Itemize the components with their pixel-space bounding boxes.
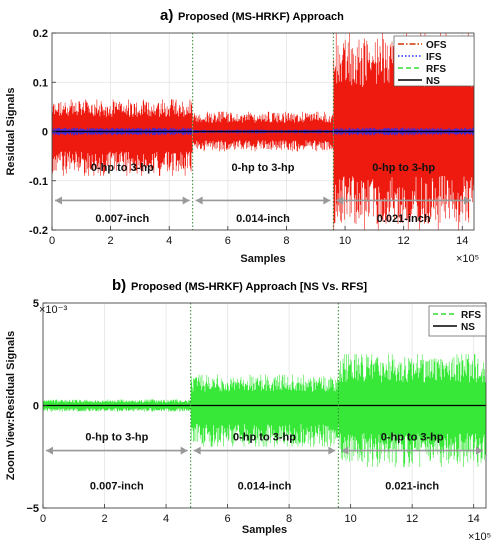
- segment-annotation-b-0: 0-hp to 3-hp 0.007-inch: [46, 431, 188, 493]
- x-tick-label-a-1: 2: [108, 235, 114, 247]
- load-range-label: 0-hp to 3-hp: [233, 431, 296, 443]
- segment-annotation-b-1: 0-hp to 3-hp 0.014-inch: [193, 431, 336, 493]
- load-range-label: 0-hp to 3-hp: [381, 431, 444, 443]
- panel-a-chart: a) Proposed (MS-HRKF) Approach 0-hp to 3…: [5, 7, 479, 265]
- fault-size-label: 0.021-inch: [385, 481, 439, 493]
- arrow-left-icon: [55, 196, 62, 205]
- x-tick-label-b-2: 4: [163, 513, 169, 525]
- x-axis-label-a: Samples: [240, 253, 285, 265]
- load-range-label: 0-hp to 3-hp: [91, 162, 154, 174]
- panel-b-chart: b) Proposed (MS-HRKF) Approach [NS Vs. R…: [5, 277, 491, 543]
- y-tick-label-b-2: 5: [33, 298, 39, 310]
- arrow-right-icon: [182, 196, 190, 205]
- x-tick-label-a-4: 8: [283, 235, 289, 247]
- arrow-left-icon: [195, 196, 203, 205]
- panel-a-letter: a): [160, 7, 173, 24]
- arrow-right-icon: [328, 446, 336, 455]
- x-exponent-b: ×10⁵: [468, 531, 491, 543]
- arrow-left-icon: [341, 446, 349, 455]
- fault-size-label: 0.007-inch: [95, 213, 149, 225]
- legend-entry-label: NS: [461, 322, 475, 333]
- fault-size-label: 0.014-inch: [236, 213, 290, 225]
- x-tick-label-b-7: 14: [468, 513, 480, 525]
- legend-entry-label: RFS: [461, 310, 481, 321]
- segment-annotation-b-2: 0-hp to 3-hp 0.021-inch: [341, 431, 483, 493]
- x-tick-label-a-2: 4: [166, 235, 172, 247]
- segment-annotation-a-1: 0-hp to 3-hp 0.014-inch: [195, 162, 331, 225]
- panel-a-title: Proposed (MS-HRKF) Approach: [178, 11, 344, 23]
- x-tick-label-b-6: 12: [406, 513, 418, 525]
- y-tick-label-a-4: 0.2: [33, 28, 48, 40]
- fault-size-label: 0.021-inch: [377, 213, 431, 225]
- legend-entry-label: NS: [426, 76, 440, 87]
- x-tick-label-a-0: 0: [49, 235, 55, 247]
- signal-segment-b-1: [190, 374, 339, 447]
- arrow-right-icon: [323, 196, 331, 205]
- x-axis-label-b: Samples: [242, 524, 287, 536]
- panel-b-title: Proposed (MS-HRKF) Approach [NS Vs. RFS]: [131, 281, 367, 293]
- ofs-trace-a-2: [333, 33, 474, 230]
- segment-annotation-a-2: 0-hp to 3-hp 0.021-inch: [336, 162, 471, 225]
- y-axis-label-b: Zoom View:Residual Signals: [5, 331, 17, 481]
- y-tick-label-a-0: -0.2: [29, 225, 48, 237]
- x-tick-label-b-3: 6: [225, 513, 231, 525]
- y-tick-label-a-3: 0.1: [33, 77, 48, 89]
- legend-entry-label: RFS: [426, 64, 446, 75]
- x-tick-label-a-3: 6: [225, 235, 231, 247]
- load-range-label: 0-hp to 3-hp: [372, 162, 435, 174]
- x-tick-label-b-0: 0: [40, 513, 46, 525]
- legend-entry-label: IFS: [426, 52, 442, 63]
- y-tick-label-b-0: −5: [26, 503, 39, 515]
- x-tick-label-a-6: 12: [398, 235, 410, 247]
- arrow-right-icon: [464, 196, 471, 205]
- x-exponent-a: ×10⁵: [456, 253, 479, 265]
- arrow-left-icon: [46, 446, 53, 455]
- legend-box: [428, 305, 487, 337]
- y-tick-label-a-1: -0.1: [29, 176, 48, 188]
- fault-size-label: 0.014-inch: [238, 481, 292, 493]
- x-tick-label-b-5: 10: [345, 513, 357, 525]
- arrow-left-icon: [336, 196, 344, 205]
- arrow-left-icon: [193, 446, 201, 455]
- load-range-label: 0-hp to 3-hp: [85, 431, 148, 443]
- y-axis-label-a: Residual Signals: [5, 87, 17, 175]
- panel-b-letter: b): [112, 277, 126, 294]
- y-tick-label-b-1: 0: [33, 401, 39, 413]
- segment-annotation-a-0: 0-hp to 3-hp 0.007-inch: [55, 162, 190, 225]
- x-tick-label-a-7: 14: [456, 235, 468, 247]
- x-tick-label-b-4: 8: [286, 513, 292, 525]
- arrow-right-icon: [180, 446, 188, 455]
- y-tick-label-a-2: 0: [42, 127, 48, 139]
- rfs-trace-b-1: [190, 374, 339, 447]
- arrow-right-icon: [476, 446, 483, 455]
- load-range-label: 0-hp to 3-hp: [232, 162, 295, 174]
- fault-size-label: 0.007-inch: [90, 481, 144, 493]
- x-tick-label-a-5: 10: [339, 235, 351, 247]
- legend-entry-label: OFS: [426, 40, 447, 51]
- x-tick-label-b-1: 2: [101, 513, 107, 525]
- y-exponent-b: ×10⁻³: [39, 304, 67, 316]
